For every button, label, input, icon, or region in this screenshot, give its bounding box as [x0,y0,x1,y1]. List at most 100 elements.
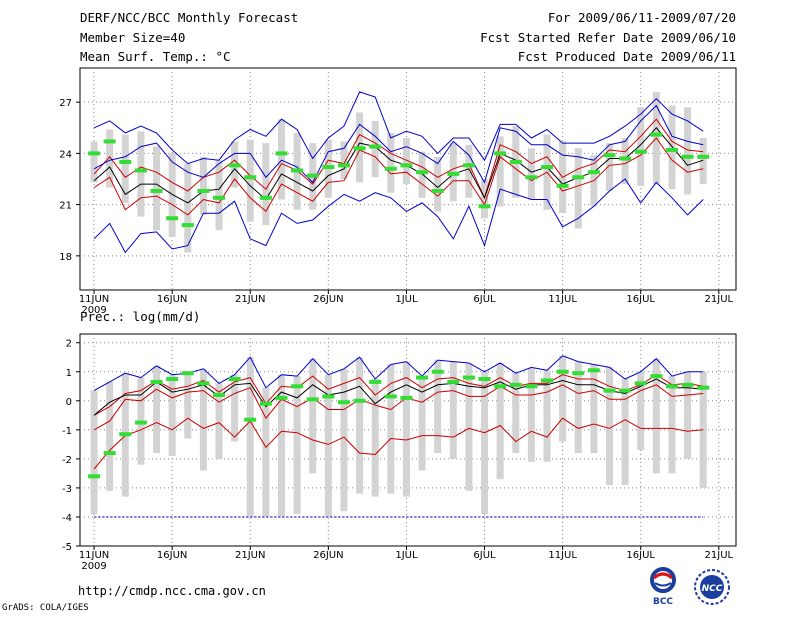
chart-title: DERF/NCC/BCC Monthly Forecast [80,10,299,25]
y-tick-label-1-1: -4 [62,513,72,524]
spread-box-0-4 [153,146,161,231]
spread-box-0-38 [684,107,692,195]
median-mark-1-12 [275,395,288,400]
x-tick-label-0-5: 6JUL [473,294,496,305]
spread-box-0-1 [106,129,114,188]
median-mark-0-19 [384,166,397,171]
plot-frame-0 [79,67,737,291]
median-mark-1-0 [88,474,101,479]
series-line-0-max [93,178,704,254]
spread-box-1-10 [246,357,254,517]
spread-box-1-1 [106,381,114,491]
spread-box-0-28 [527,148,535,200]
series-line-1-lower [93,417,704,470]
spread-box-1-34 [621,379,629,486]
spread-box-0-12 [277,119,285,200]
median-mark-1-8 [213,392,226,397]
median-mark-1-33 [603,388,616,393]
median-mark-1-9 [228,377,241,382]
median-mark-0-36 [650,132,663,137]
bcc-logo-text: BCC [653,597,673,606]
median-mark-0-4 [150,188,163,193]
spread-box-1-33 [605,367,613,486]
y-tick-label-1-7: 2 [66,339,72,350]
median-mark-1-16 [337,400,350,405]
median-mark-0-31 [572,175,585,180]
median-mark-0-23 [447,171,460,176]
spread-box-1-28 [527,367,535,462]
spread-box-1-16 [340,368,348,512]
series-line-1-p25 [93,384,704,431]
median-mark-0-20 [400,163,413,168]
spread-box-1-22 [434,360,442,454]
spread-box-1-12 [277,374,285,517]
median-mark-1-30 [556,369,569,374]
spread-box-1-36 [652,358,660,474]
series-line-0-min [93,104,704,184]
median-mark-1-23 [447,379,460,384]
median-mark-0-10 [244,175,257,180]
median-mark-1-14 [306,397,319,402]
x-tick-label-1-6: 11JUL [548,550,577,561]
median-mark-0-35 [634,149,647,154]
y-tick-label-1-4: -1 [62,426,72,437]
median-mark-0-38 [681,154,694,159]
spread-box-0-35 [637,107,645,186]
spread-box-1-6 [184,373,192,439]
median-mark-0-13 [291,168,304,173]
spread-box-0-0 [90,141,98,183]
median-mark-0-22 [431,188,444,193]
median-mark-1-17 [353,398,366,403]
median-mark-0-8 [213,195,226,200]
median-mark-0-27 [509,159,522,164]
plot-frame-1 [79,333,737,547]
series-line-0-upper [93,91,704,165]
y-tick-label-1-2: -3 [62,484,72,495]
spread-box-1-31 [574,361,582,454]
median-mark-0-24 [462,163,475,168]
spread-box-0-37 [668,105,676,190]
spread-box-1-29 [543,370,551,462]
spread-box-0-16 [340,141,348,179]
series-line-0-mean [93,127,704,204]
median-mark-1-34 [619,388,632,393]
spread-box-1-26 [496,363,504,480]
median-mark-1-19 [384,394,397,399]
median-mark-1-3 [134,420,147,425]
spread-box-1-0 [90,390,98,515]
forecast-produced: Fcst Produced Date 2009/06/11 [517,49,736,64]
spread-box-1-18 [371,379,379,497]
median-mark-0-12 [275,151,288,156]
median-mark-0-7 [197,188,210,193]
spread-box-0-11 [262,143,270,226]
median-mark-1-27 [509,382,522,387]
y-tick-label-0-0: 18 [59,252,72,263]
spread-box-0-7 [199,156,207,215]
bcc-logo: BCC [650,567,676,606]
y-tick-label-1-0: -5 [62,542,72,553]
median-mark-0-0 [88,151,101,156]
median-mark-0-32 [587,170,600,175]
median-mark-0-5 [166,216,179,221]
x-tick-label-0-6: 11JUL [548,294,577,305]
spread-box-0-8 [215,160,223,231]
grads-credit: GrADS: COLA/IGES [2,603,89,613]
median-mark-1-21 [416,375,429,380]
spread-box-1-24 [465,363,473,491]
footer-url: http://cmdp.ncc.cma.gov.cn [78,584,266,598]
spread-box-0-34 [621,138,629,185]
variable-label-temp: Mean Surf. Temp.: °C [80,49,231,64]
spread-box-1-13 [293,376,301,515]
x-tick-label-0-4: 1JUL [395,294,418,305]
median-mark-0-17 [353,146,366,151]
forecast-period: For 2009/06/11-2009/07/20 [547,10,736,25]
spread-box-1-9 [231,374,239,442]
x-tick-label-1-7: 16JUL [626,550,655,561]
median-mark-0-37 [665,147,678,152]
spread-box-0-24 [465,144,473,198]
x-year-label-0: 2009 [81,305,106,316]
spread-box-1-25 [481,371,489,515]
median-mark-1-20 [400,395,413,400]
spread-box-1-4 [153,365,161,454]
median-mark-0-30 [556,183,569,188]
